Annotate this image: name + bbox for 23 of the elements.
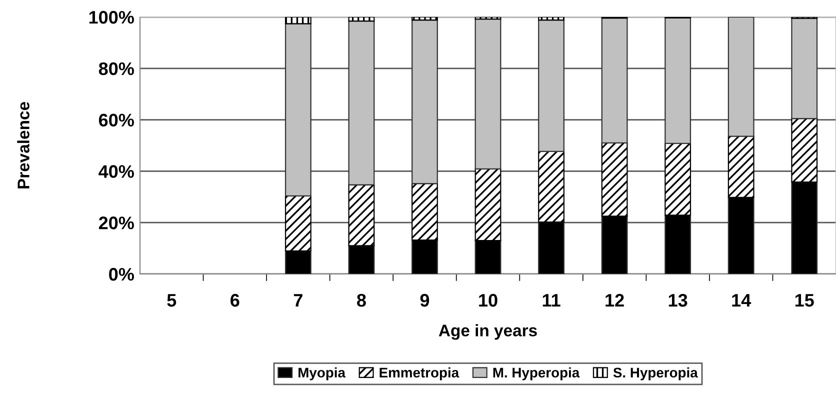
x-tick-label: 10 [479, 294, 498, 307]
x-tick-label: 12 [606, 294, 624, 307]
y-tick-label: 40% [98, 165, 134, 178]
legend-label: S. Hyperopia [613, 367, 698, 380]
x-tick-label: 13 [668, 294, 688, 307]
x-axis-title: Age in years [438, 324, 537, 340]
y-tick-label: 80% [98, 62, 134, 76]
x-tick-label: 6 [230, 294, 240, 307]
y-tick-label: 60% [98, 114, 134, 127]
x-tick-label: 9 [420, 294, 430, 307]
x-tick-label: 7 [294, 294, 302, 307]
legend-label: Emmetropia [380, 367, 460, 380]
x-tick-label: 5 [167, 294, 176, 307]
y-tick-label: 20% [98, 216, 134, 230]
x-tick-label: 15 [795, 294, 814, 307]
y-tick-label: 100% [89, 10, 134, 24]
legend-label: Myopia [298, 367, 346, 380]
x-tick-label: 11 [542, 294, 560, 307]
y-axis-title: Prevalence [17, 102, 30, 188]
x-tick-label: 8 [357, 294, 366, 307]
legend-label: M. Hyperopia [493, 367, 580, 380]
y-tick-label: 0% [109, 268, 134, 281]
x-tick-label: 14 [732, 294, 752, 307]
